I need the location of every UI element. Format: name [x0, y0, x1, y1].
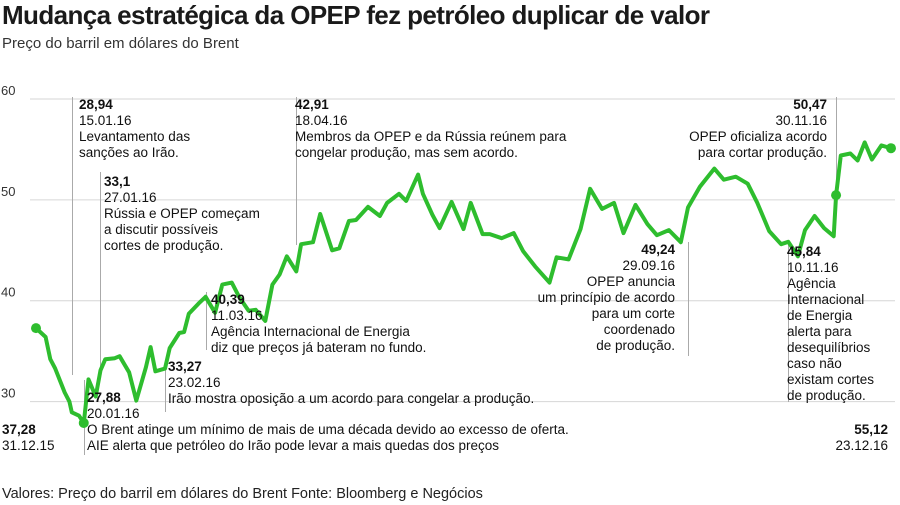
annotation-text: caso não	[787, 356, 842, 371]
annotation-text: AIE alerta que petróleo do Irão pode lev…	[87, 438, 500, 453]
annotation-value: 28,94	[79, 97, 113, 112]
annotation-text: a discutir possíveis	[104, 222, 219, 237]
annotation-end: 55,12 23.12.16	[835, 422, 888, 454]
data-point	[78, 417, 89, 428]
annotation-opec-deal: 50,47 30.11.16 OPEP oficializa acordo pa…	[689, 97, 827, 161]
annotation-value: 40,39	[211, 292, 245, 307]
annotation-text: cortes de produção.	[104, 238, 224, 253]
chart-subtitle: Preço do barril em dólares do Brent	[2, 35, 239, 52]
line-chart: 30 40 50 60	[1, 83, 896, 455]
annotation-text: para um corte	[591, 306, 675, 321]
data-point	[31, 323, 41, 334]
annotation-date: 23.12.16	[835, 438, 888, 453]
annotation-text: OPEP oficializa acordo	[689, 129, 827, 144]
data-point	[831, 190, 842, 201]
annotation-date: 31.12.15	[2, 438, 55, 453]
source-footer: Valores: Preço do barril em dólares do B…	[2, 486, 483, 502]
annotation-text: um princípio de acordo	[537, 290, 675, 305]
annotation-date: 30.11.16	[775, 113, 827, 128]
annotation-date: 27.01.16	[104, 190, 157, 205]
y-tick-label: 40	[1, 285, 15, 300]
annotation-text: Irão mostra oposição a um acordo para co…	[168, 391, 535, 406]
annotation-text: Agência	[787, 276, 836, 291]
annotation-text: sanções ao Irão.	[79, 145, 179, 160]
annotation-decade-low: 27,88 20.01.16 O Brent atinge um mínimo …	[87, 390, 569, 454]
annotation-text: alerta para	[787, 324, 852, 339]
annotation-iea-imbalance: 45,84 10.11.16 Agência Internacional de …	[787, 244, 874, 404]
annotation-text: congelar produção, mas sem acordo.	[295, 145, 518, 160]
annotation-iran-sanctions: 28,94 15.01.16 Levantamento das sanções …	[79, 97, 190, 161]
annotation-date: 10.11.16	[787, 260, 839, 275]
annotation-text: Membros da OPEP e da Rússia reúnem para	[295, 129, 567, 144]
annotation-value: 37,28	[2, 422, 36, 437]
annotation-start: 37,28 31.12.15	[2, 422, 55, 454]
annotation-text: O Brent atinge um mínimo de mais de uma …	[87, 422, 569, 437]
y-tick-label: 60	[1, 83, 15, 98]
annotation-date: 29.09.16	[622, 258, 675, 273]
annotation-value: 27,88	[87, 390, 121, 405]
annotation-text: Internacional	[787, 292, 865, 307]
annotation-text: de produção.	[787, 388, 866, 403]
annotation-text: coordenado	[603, 322, 675, 337]
annotation-text: de Energia	[787, 308, 853, 323]
annotation-text: Agência Internacional de Energia	[211, 324, 410, 339]
annotation-text: OPEP anuncia	[586, 274, 675, 289]
annotation-algiers-accord: 49,24 29.09.16 OPEP anuncia um princípio…	[538, 242, 675, 354]
annotation-text: Rússia e OPEP começam	[104, 206, 260, 221]
annotation-text: para cortar produção.	[697, 145, 827, 160]
annotation-iran-opposition: 33,27 23.02.16 Irão mostra oposição a um…	[168, 359, 534, 407]
annotation-text: Levantamento das	[79, 129, 191, 144]
annotation-date: 15.01.16	[79, 113, 132, 128]
annotation-text: diz que preços já bateram no fundo.	[211, 340, 427, 355]
annotation-value: 45,84	[787, 244, 821, 259]
annotation-text: existam cortes	[787, 372, 875, 387]
y-tick-label: 30	[1, 386, 15, 401]
annotation-date: 11.03.16	[211, 308, 263, 323]
data-point	[886, 143, 896, 154]
annotation-text: desequilíbrios	[787, 340, 871, 355]
annotation-value: 55,12	[854, 422, 888, 437]
annotation-date: 20.01.16	[87, 406, 140, 421]
y-tick-label: 50	[1, 184, 15, 199]
annotation-value: 42,91	[295, 97, 329, 112]
series-line	[34, 140, 893, 425]
annotation-value: 33,1	[104, 174, 131, 189]
annotation-value: 50,47	[793, 97, 827, 112]
annotation-date: 18.04.16	[295, 113, 348, 128]
annotation-russia-opec-talks: 33,1 27.01.16 Rússia e OPEP começam a di…	[104, 174, 260, 254]
annotation-iea-bottom: 40,39 11.03.16 Agência Internacional de …	[211, 292, 426, 356]
annotation-value: 49,24	[641, 242, 675, 257]
annotation-text: de produção.	[596, 338, 675, 353]
chart-title: Mudança estratégica da OPEP fez petróleo…	[2, 0, 710, 30]
annotation-doha-meeting: 42,91 18.04.16 Membros da OPEP e da Rúss…	[295, 97, 566, 161]
annotation-date: 23.02.16	[168, 375, 221, 390]
annotation-value: 33,27	[168, 359, 202, 374]
